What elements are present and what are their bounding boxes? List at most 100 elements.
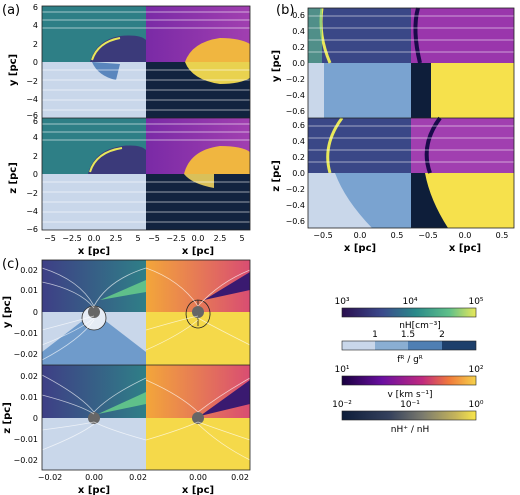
a-ytick: 0 — [33, 58, 38, 67]
density-colorbar — [341, 307, 477, 318]
a-xlabel-right: x [pc] — [182, 246, 214, 257]
c-ytick: 0 — [33, 308, 38, 317]
a-ztick: −2 — [26, 189, 38, 198]
panel-a-bow-shock-ionization — [185, 62, 250, 84]
star-marker — [88, 412, 100, 424]
a-xtick: 2.5 — [214, 234, 227, 243]
a-ytick: −2 — [26, 77, 38, 86]
c-xtick: −0.02 — [38, 473, 63, 482]
b-zlabel: z [pc] — [271, 160, 282, 192]
cbar-tick: 10⁰ — [468, 400, 483, 410]
panel-a-bow-shock-density-z — [88, 145, 146, 174]
panel-a-label: (a) — [2, 3, 20, 18]
star-marker — [192, 412, 204, 424]
b-ztick: 0.6 — [292, 121, 305, 130]
c-ytick: −0.02 — [13, 350, 38, 359]
b-ylabel: y [pc] — [271, 50, 282, 82]
panel-b-velocity-map — [411, 8, 514, 63]
panel-a-bow-shock-velocity-z — [184, 146, 250, 174]
cbar-tick: 10⁴ — [402, 297, 417, 307]
panel-c-jet-density-z — [98, 392, 146, 414]
a-ztick: 4 — [33, 133, 38, 142]
b-xtick: −0.5 — [418, 231, 437, 240]
b-ztick: −0.6 — [286, 217, 305, 226]
panel-b-shock-velocity-z — [424, 116, 442, 174]
c-ztick: 0 — [33, 414, 38, 423]
c-xlabel-left: x [pc] — [78, 485, 110, 495]
a-ytick: 2 — [33, 40, 38, 49]
velocity-colorbar — [341, 375, 477, 386]
a-ztick: 0 — [33, 170, 38, 179]
panel-a-bow-shock-velocity — [185, 38, 250, 62]
cbar-tick: 1 — [372, 330, 378, 340]
panel-c-jet-density — [100, 280, 146, 300]
panel-c-ratio-cone-right — [94, 312, 146, 352]
a-ytick: −6 — [26, 111, 38, 120]
b-ytick: −0.4 — [286, 91, 305, 100]
cbar-tick: 2 — [439, 330, 445, 340]
panel-c-label: (c) — [2, 257, 19, 272]
b-ztick: −0.4 — [286, 201, 305, 210]
c-xlabel-right: x [pc] — [182, 485, 214, 495]
panel-a: (a) 6 4 2 0 — [2, 3, 251, 257]
panel-c-jet-velocity — [204, 272, 250, 300]
panel-a-shock-front-density — [91, 37, 121, 61]
c-zlabel: z [pc] — [2, 402, 13, 434]
panel-a-streamlines — [42, 11, 250, 223]
c-ytick: −0.01 — [13, 329, 38, 338]
a-ytick: 6 — [33, 3, 38, 12]
ratio-colorbar-seg — [342, 341, 375, 350]
b-ztick: 0.0 — [292, 169, 305, 178]
panel-a-bow-shock-ratio — [92, 62, 120, 80]
cbar-tick: 10⁻² — [332, 400, 352, 410]
b-ztick: 0.2 — [292, 153, 305, 162]
b-ytick: 0.4 — [292, 27, 305, 36]
panel-c-streamlines — [41, 267, 251, 461]
cbar-tick: 10² — [468, 365, 483, 375]
ratio-colorbar-seg — [375, 341, 408, 350]
a-ztick: 2 — [33, 152, 38, 161]
a-xtick: 0.0 — [88, 234, 101, 243]
b-xtick: 0.0 — [354, 231, 367, 240]
panel-c-density-map-z — [42, 365, 146, 418]
ratio-colorbar — [341, 340, 477, 351]
panel-b-density-map-z — [308, 118, 411, 173]
a-ztick: −4 — [26, 207, 38, 216]
panel-b-ratio-wedge-z — [308, 173, 372, 228]
cbar-tick: 10³ — [334, 297, 349, 307]
b-xtick: 0.5 — [391, 231, 404, 240]
a-xtick: 2.5 — [110, 234, 123, 243]
ratio-colorbar-seg — [442, 341, 476, 350]
cbar-label: nH[cm⁻³] — [399, 321, 441, 331]
ratio-colorbar-seg — [408, 341, 442, 350]
cbar-tick: 10⁻¹ — [400, 400, 420, 410]
c-ztick: −0.01 — [13, 435, 38, 444]
panel-c-ratio-cone-left — [42, 312, 94, 352]
panel-a-bow-shock-ionization-z — [184, 174, 214, 188]
c-xtick: 0.02 — [129, 473, 147, 482]
a-ytick: 4 — [33, 21, 38, 30]
b-ztick: 0.4 — [292, 137, 305, 146]
b-ytick: 0.2 — [292, 43, 305, 52]
a-ylabel: y [pc] — [8, 54, 19, 86]
panel-b-upstream-density — [308, 8, 322, 63]
b-ztick: −0.2 — [286, 185, 305, 194]
panel-b-ionization-front — [411, 63, 431, 118]
b-ytick: 0.6 — [292, 11, 305, 20]
panel-c-velocity-map-z — [146, 365, 250, 418]
panel-b-upstream-ratio — [308, 63, 324, 118]
b-xlabel-left: x [pc] — [344, 243, 376, 254]
panel-c: (c) 0.02 0. — [2, 257, 251, 495]
b-xlabel-right: x [pc] — [449, 243, 481, 254]
c-xtick: 0.02 — [231, 473, 249, 482]
c-ytick: 0.02 — [20, 266, 38, 275]
b-ytick: −0.2 — [286, 75, 305, 84]
a-zlabel: z [pc] — [8, 162, 19, 194]
c-ztick: 0.02 — [20, 372, 38, 381]
b-xtick: 0.5 — [496, 231, 509, 240]
panel-a-bow-shock-density — [90, 35, 146, 62]
a-ztick: 6 — [33, 117, 38, 126]
a-xtick: 5 — [239, 234, 244, 243]
panel-b-shock-velocity — [413, 7, 422, 64]
